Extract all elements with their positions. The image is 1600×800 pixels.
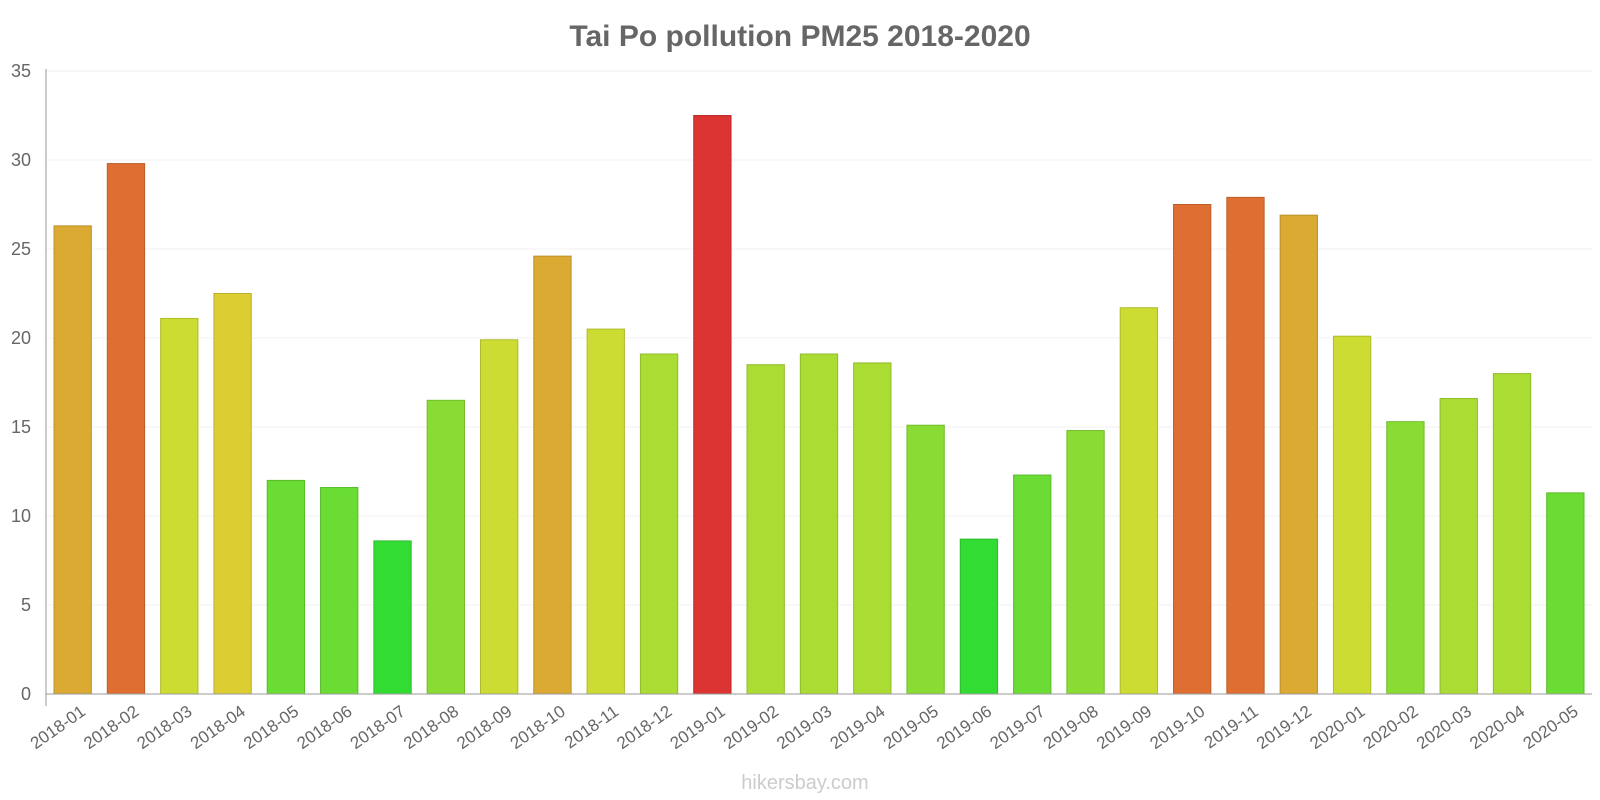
x-tick-label: 2020-04 xyxy=(1466,702,1528,753)
x-tick-label: 2018-06 xyxy=(293,702,355,753)
bar-2019-10 xyxy=(1173,204,1212,695)
bar-2018-11 xyxy=(586,328,625,695)
x-tick-label: 2019-07 xyxy=(987,702,1049,753)
x-tick-label: 2019-04 xyxy=(827,702,889,753)
y-tick-label: 10 xyxy=(11,506,31,526)
bar-2018-03 xyxy=(160,317,199,695)
bar-2019-01 xyxy=(693,115,732,695)
bar-2018-01 xyxy=(53,225,92,695)
x-axis-ticks: 2018-012018-022018-032018-042018-052018-… xyxy=(27,702,1582,753)
bar-2020-02 xyxy=(1386,421,1425,695)
y-tick-label: 35 xyxy=(11,61,31,81)
watermark: hikersbay.com xyxy=(741,772,868,794)
bar-2019-11 xyxy=(1226,196,1265,695)
x-tick-label: 2019-12 xyxy=(1253,702,1315,753)
x-tick-label: 2020-05 xyxy=(1520,702,1582,753)
x-tick-label: 2019-10 xyxy=(1146,702,1208,753)
x-tick-label: 2018-12 xyxy=(613,702,675,753)
x-tick-label: 2019-11 xyxy=(1201,702,1262,753)
axes xyxy=(45,69,1592,706)
y-tick-label: 30 xyxy=(11,150,31,170)
x-tick-label: 2019-01 xyxy=(667,702,729,753)
x-tick-label: 2018-01 xyxy=(27,702,89,753)
bar-2019-12 xyxy=(1279,214,1318,695)
bar-2018-06 xyxy=(320,487,359,695)
x-tick-label: 2019-02 xyxy=(720,702,782,753)
x-tick-label: 2019-08 xyxy=(1040,702,1102,753)
y-tick-label: 5 xyxy=(21,595,31,615)
bar-2018-05 xyxy=(266,479,306,695)
bar-2019-02 xyxy=(746,364,785,695)
y-tick-label: 15 xyxy=(11,417,31,437)
x-tick-label: 2018-03 xyxy=(134,702,196,753)
x-tick-label: 2019-03 xyxy=(773,702,835,753)
bar-2020-04 xyxy=(1492,373,1532,695)
bar-2019-04 xyxy=(853,362,892,695)
x-tick-label: 2018-02 xyxy=(80,702,142,753)
bar-2020-01 xyxy=(1332,335,1372,695)
bar-2020-05 xyxy=(1546,492,1585,695)
x-tick-label: 2018-11 xyxy=(561,702,622,753)
x-tick-label: 2018-05 xyxy=(240,702,302,753)
y-axis-ticks: 0 5 10 15 20 25 30 35 xyxy=(11,61,31,704)
bar-2018-07 xyxy=(373,540,412,695)
y-tick-label: 0 xyxy=(21,684,31,704)
x-tick-label: 2018-07 xyxy=(347,702,409,753)
bar-2019-06 xyxy=(959,538,999,695)
x-tick-label: 2020-02 xyxy=(1360,702,1422,753)
y-tick-label: 20 xyxy=(11,328,31,348)
bar-2018-09 xyxy=(479,339,519,695)
bar-2018-12 xyxy=(639,353,679,695)
bar-2018-08 xyxy=(426,399,465,695)
bar-2019-07 xyxy=(1013,474,1052,695)
x-tick-label: 2018-10 xyxy=(507,702,569,753)
bar-2018-10 xyxy=(533,255,572,695)
x-tick-label: 2019-06 xyxy=(933,702,995,753)
bar-2019-05 xyxy=(906,424,945,695)
bar-2019-03 xyxy=(799,353,839,695)
x-tick-label: 2018-09 xyxy=(453,702,515,753)
bar-2018-04 xyxy=(213,293,252,695)
x-tick-label: 2020-01 xyxy=(1306,702,1368,753)
x-tick-label: 2019-09 xyxy=(1093,702,1155,753)
x-tick-label: 2020-03 xyxy=(1413,702,1475,753)
bar-2018-02 xyxy=(106,163,146,695)
bar-2019-09 xyxy=(1119,307,1159,695)
bars xyxy=(53,115,1585,695)
x-tick-label: 2018-08 xyxy=(400,702,462,753)
y-tick-label: 25 xyxy=(11,239,31,259)
x-tick-label: 2018-04 xyxy=(187,702,249,753)
bar-2020-03 xyxy=(1439,398,1478,695)
bar-2019-08 xyxy=(1066,430,1105,695)
x-tick-label: 2019-05 xyxy=(880,702,942,753)
chart-title: Tai Po pollution PM25 2018-2020 xyxy=(569,20,1030,53)
